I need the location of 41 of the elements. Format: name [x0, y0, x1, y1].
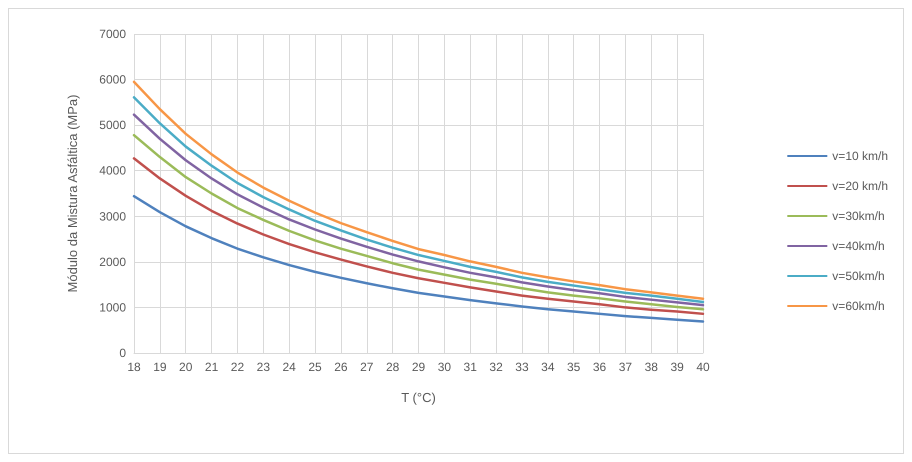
x-tick-label: 34 [541, 360, 555, 374]
x-tick-label: 37 [618, 360, 632, 374]
legend-label: v=40km/h [832, 239, 885, 253]
x-tick-label: 28 [386, 360, 400, 374]
x-tick-label: 35 [567, 360, 581, 374]
y-tick-label: 3000 [99, 209, 126, 224]
x-tick-label: 38 [644, 360, 658, 374]
x-tick-label: 24 [282, 360, 296, 374]
line-series [132, 157, 704, 316]
x-tick-label: 32 [489, 360, 504, 374]
x-tick-label: 21 [204, 360, 219, 374]
legend-label: v=30km/h [832, 209, 885, 223]
x-tick-label: 40 [696, 360, 710, 374]
x-tick-label: 26 [334, 360, 348, 374]
legend-label: v=10 km/h [832, 149, 888, 163]
legend-label: v=60km/h [832, 299, 885, 313]
x-tick-label: 19 [153, 360, 167, 374]
y-tick-label: 0 [119, 346, 126, 360]
x-tick-label: 20 [179, 360, 193, 374]
x-axis-title: T (°C) [401, 390, 436, 405]
x-tick-label: 31 [464, 360, 478, 374]
y-tick-label: 4000 [99, 164, 126, 178]
x-tick-label: 33 [515, 360, 529, 374]
y-tick-label: 2000 [99, 254, 126, 269]
x-tick-label: 30 [438, 360, 452, 374]
y-tick-label: 7000 [99, 27, 126, 41]
legend-label: v=20 km/h [832, 179, 888, 193]
y-tick-label: 1000 [99, 300, 126, 314]
x-tick-label: 39 [670, 360, 684, 374]
x-tick-label: 27 [360, 360, 374, 374]
y-axis-title: Módulo da Mistura Asfáltica (MPa) [65, 94, 80, 292]
x-tick-label: 36 [592, 360, 607, 374]
x-tick-label: 25 [308, 360, 322, 374]
x-tick-label: 18 [127, 360, 141, 374]
x-tick-label: 29 [412, 360, 426, 374]
y-tick-label: 6000 [99, 72, 126, 87]
y-tick-label: 5000 [99, 118, 126, 132]
x-tick-label: 23 [256, 360, 270, 374]
legend-label: v=50km/h [832, 269, 885, 283]
line-series [132, 194, 704, 323]
x-tick-label: 22 [230, 360, 244, 374]
